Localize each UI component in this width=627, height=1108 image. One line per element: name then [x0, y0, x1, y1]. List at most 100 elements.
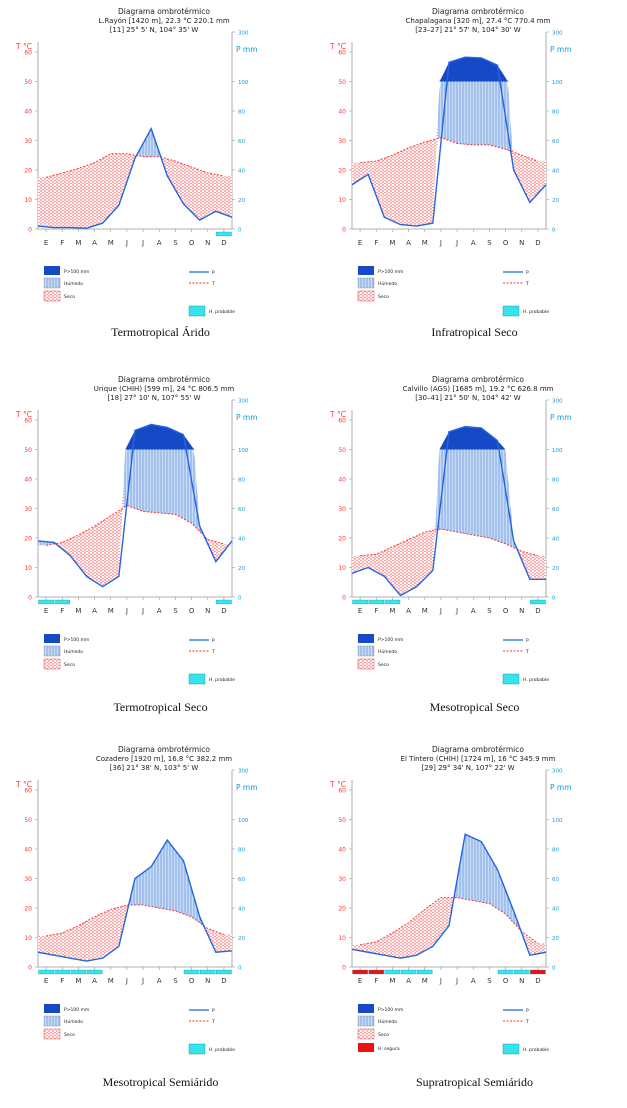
month-label: N: [205, 607, 210, 615]
diagram-title: Diagrama ombrotérmico: [432, 7, 524, 16]
month-label: E: [358, 239, 362, 247]
legend-frost-probable-label: H. probable: [523, 1047, 549, 1053]
precip-tick-label: 0: [238, 228, 242, 234]
legend-over100-swatch: [44, 266, 60, 275]
frost-month-bar: [54, 969, 70, 975]
temp-tick-label: 10: [24, 565, 32, 572]
humid-area: [38, 449, 232, 546]
precip-tick-label: 40: [552, 169, 559, 175]
diagram-caption: Mesotropical Semiárido: [102, 1075, 219, 1089]
dry-area: [352, 123, 546, 227]
temp-tick-label: 50: [24, 447, 32, 454]
temp-axis-label: T °C: [329, 410, 346, 419]
legend-dry-swatch: [357, 1028, 375, 1040]
temp-tick-label: 60: [338, 418, 346, 425]
temperature-line: [359, 897, 539, 946]
temp-tick-label: 0: [342, 965, 346, 972]
legend-humid-label: Húmedo: [64, 648, 83, 655]
legend-frost-probable-swatch: [502, 673, 520, 685]
precip-axis-label: P mm: [550, 45, 572, 54]
temp-tick-label: 50: [338, 447, 346, 454]
precipitation-line: [37, 838, 233, 962]
precip-tick-label: 0: [552, 966, 556, 972]
month-label: F: [60, 239, 64, 247]
month-label: S: [487, 239, 492, 247]
frost-month-bar: [530, 969, 546, 975]
temp-axis-label: T °C: [15, 780, 32, 789]
month-label: D: [221, 239, 226, 247]
month-label: A: [92, 977, 97, 985]
legend-dry-label: Seco: [64, 662, 75, 668]
station-info: Chapalagana [320 m], 27.4 °C 770.4 mm: [406, 17, 551, 25]
precip-tick-label: 20: [238, 566, 245, 572]
legend-dry-label: Seco: [378, 662, 389, 668]
temp-tick-label: 20: [24, 536, 32, 543]
diagram-caption: Supratropical Semiárido: [416, 1075, 533, 1089]
month-label: N: [519, 607, 524, 615]
temp-tick-label: 50: [338, 79, 346, 86]
over100-area: [439, 426, 506, 450]
month-label: A: [471, 607, 476, 615]
temp-tick-label: 10: [24, 935, 32, 942]
month-label: A: [406, 977, 411, 985]
precip-tick-label: 60: [238, 139, 245, 145]
precip-tick-label: 20: [552, 198, 559, 204]
precipitation-line: [37, 423, 233, 588]
legend-t-label: T: [211, 649, 215, 655]
temp-axis-label: T °C: [15, 410, 32, 419]
month-label: A: [157, 607, 162, 615]
climate-diagram-panel: Diagrama ombrotérmico Cozadero [1920 m], …: [4, 742, 317, 1108]
temperature-line: [45, 504, 225, 546]
month-label: O: [189, 977, 195, 985]
legend-frost-probable-label: H. probable: [209, 1047, 235, 1053]
month-label: N: [205, 977, 210, 985]
legend-dry-swatch: [357, 290, 375, 302]
precip-tick-label: 60: [238, 507, 245, 513]
humid-area: [130, 840, 203, 926]
temp-tick-label: 20: [338, 536, 346, 543]
month-label: S: [487, 607, 492, 615]
legend-humid-label: Húmedo: [378, 1018, 397, 1025]
precip-tick-label: 0: [238, 966, 242, 972]
month-label: D: [221, 977, 226, 985]
month-label: M: [422, 607, 428, 615]
legend-humid-swatch: [357, 1015, 375, 1027]
month-label: N: [205, 239, 210, 247]
legend-frost-probable-label: H. probable: [523, 309, 549, 315]
precip-axis-label: P mm: [236, 783, 258, 792]
month-label: E: [358, 607, 362, 615]
precip-tick-label: 20: [552, 936, 559, 942]
legend-humid-label: Húmedo: [64, 1018, 83, 1025]
legend-frost-certain-label: H. segura: [378, 1046, 400, 1052]
month-label: E: [44, 607, 48, 615]
month-label: F: [60, 977, 64, 985]
month-label: J: [141, 607, 144, 615]
frost-month-bar: [514, 969, 530, 975]
temp-axis-label: T °C: [329, 780, 346, 789]
precip-tick-label: 60: [552, 507, 559, 513]
station-coords: [30–41] 21° 50' N, 104° 42' W: [415, 394, 521, 402]
precip-tick-label: 20: [238, 936, 245, 942]
month-label: M: [108, 977, 114, 985]
station-info: El Tintero (CHIH) [1724 m], 16 °C 345.9 …: [401, 755, 556, 763]
frost-month-bar: [70, 969, 87, 975]
diagram-title: Diagrama ombrotérmico: [118, 745, 210, 754]
legend-dry-swatch: [43, 290, 61, 302]
month-label: J: [439, 607, 442, 615]
temperature-line: [360, 137, 539, 164]
legend-frost-probable-label: H. probable: [209, 677, 235, 683]
legend-t-label: T: [211, 281, 215, 287]
temp-tick-label: 40: [24, 109, 32, 116]
legend-humid-swatch: [43, 1015, 61, 1027]
precip-tick-label: 300: [552, 399, 563, 405]
diagram-caption: Infratropical Seco: [431, 325, 518, 339]
station-coords: [36] 21° 38' N, 103° 5' W: [110, 764, 199, 772]
diagram-caption: Mesotropical Seco: [429, 700, 520, 714]
month-label: M: [389, 977, 395, 985]
temp-tick-label: 10: [338, 565, 346, 572]
legend-t-label: T: [525, 649, 529, 655]
month-label: S: [173, 977, 178, 985]
precipitation-line: [351, 833, 547, 959]
month-label: F: [374, 977, 378, 985]
month-label: J: [141, 977, 144, 985]
